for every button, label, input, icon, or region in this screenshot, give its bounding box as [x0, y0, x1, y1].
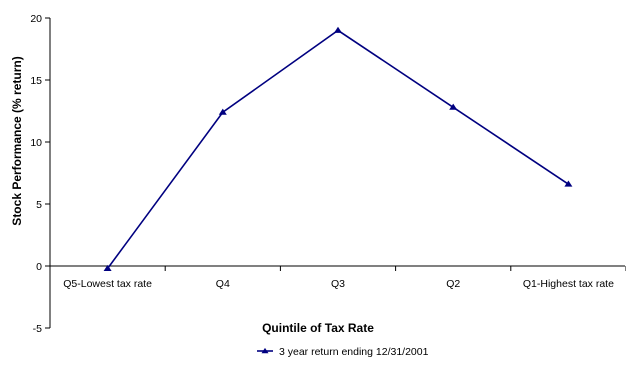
y-tick-label: 20: [30, 13, 42, 25]
data-point-marker: [334, 26, 342, 33]
data-point-marker: [564, 180, 573, 187]
legend: 3 year return ending 12/31/2001: [257, 346, 429, 358]
y-tick-label: 5: [36, 199, 42, 211]
y-tick-label: 15: [30, 75, 42, 87]
x-tick-label: Q3: [331, 278, 345, 290]
x-axis: Q5-Lowest tax rate Q4 Q3 Q2 Q1-Highest tax r…: [49, 265, 626, 290]
x-tick-label: Q5-Lowest tax rate: [63, 278, 152, 290]
x-tick-label: Q4: [216, 278, 230, 290]
x-tick-label: Q1-Highest tax rate: [523, 278, 614, 290]
plot-area: [103, 26, 573, 271]
data-point-marker: [449, 103, 458, 110]
y-tick-label: 0: [36, 261, 42, 273]
x-tick-label: Q2: [446, 278, 460, 290]
data-point-marker: [103, 264, 112, 271]
legend-marker: [261, 347, 269, 354]
y-axis: -5 0 5 10 15 20: [30, 13, 51, 335]
y-tick-label: -5: [33, 323, 42, 335]
data-point-marker: [218, 108, 227, 115]
series-line: [106, 29, 569, 269]
legend-label: 3 year return ending 12/31/2001: [279, 346, 429, 358]
y-tick-label: 10: [30, 137, 42, 149]
y-axis-title: Stock Performance (% return): [10, 56, 24, 225]
x-axis-title: Quintile of Tax Rate: [262, 321, 374, 335]
